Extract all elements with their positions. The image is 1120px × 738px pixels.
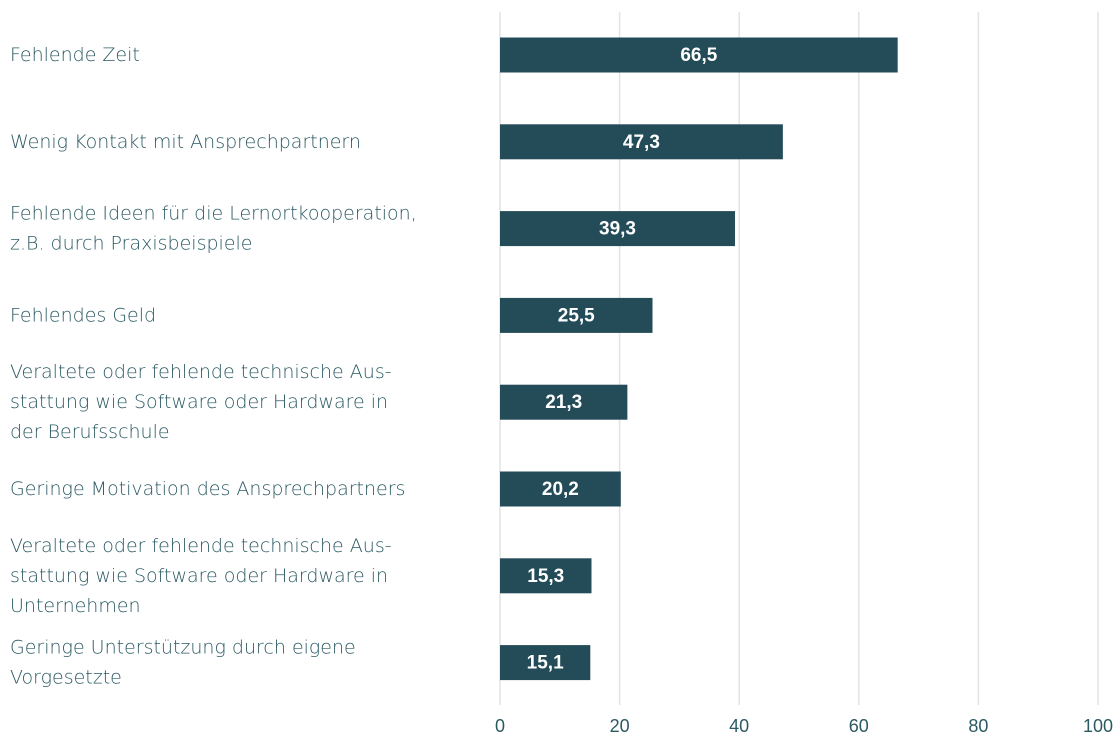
value-label: 15,3 bbox=[527, 566, 564, 587]
value-label: 25,5 bbox=[558, 305, 595, 326]
x-tick-label: 80 bbox=[968, 716, 988, 736]
value-label: 21,3 bbox=[545, 392, 582, 413]
bar bbox=[500, 645, 591, 681]
x-tick-label: 100 bbox=[1083, 716, 1113, 736]
category-label: Geringe Unterstützung durch eigene Vorges… bbox=[10, 636, 356, 688]
value-label: 66,5 bbox=[680, 45, 717, 66]
x-tick-label: 60 bbox=[849, 716, 869, 736]
value-label: 15,1 bbox=[527, 653, 564, 674]
bar bbox=[500, 124, 783, 160]
category-label: Fehlende Ideen für die Lernortkooperatio… bbox=[10, 202, 417, 254]
category-label: Fehlendes Geld bbox=[10, 304, 156, 326]
bar bbox=[500, 471, 621, 507]
bar bbox=[500, 297, 653, 333]
category-label: Geringe Motivation des Ansprechpartners bbox=[10, 478, 405, 500]
bar bbox=[500, 558, 592, 594]
x-tick-label: 0 bbox=[495, 716, 505, 736]
category-label: Veraltete oder fehlende technische Aus-s… bbox=[10, 361, 392, 443]
bar bbox=[500, 37, 898, 73]
x-tick-label: 40 bbox=[729, 716, 749, 736]
bar bbox=[500, 211, 736, 247]
value-label: 47,3 bbox=[623, 132, 660, 153]
category-label: Wenig Kontakt mit Ansprechpartnern bbox=[10, 130, 361, 152]
bar bbox=[500, 384, 628, 420]
x-tick-label: 20 bbox=[610, 716, 630, 736]
category-label: Veraltete oder fehlende technische Aus-s… bbox=[10, 534, 392, 616]
category-label: Fehlende Zeit bbox=[10, 44, 140, 66]
value-label: 39,3 bbox=[599, 219, 636, 240]
value-label: 20,2 bbox=[542, 479, 579, 500]
